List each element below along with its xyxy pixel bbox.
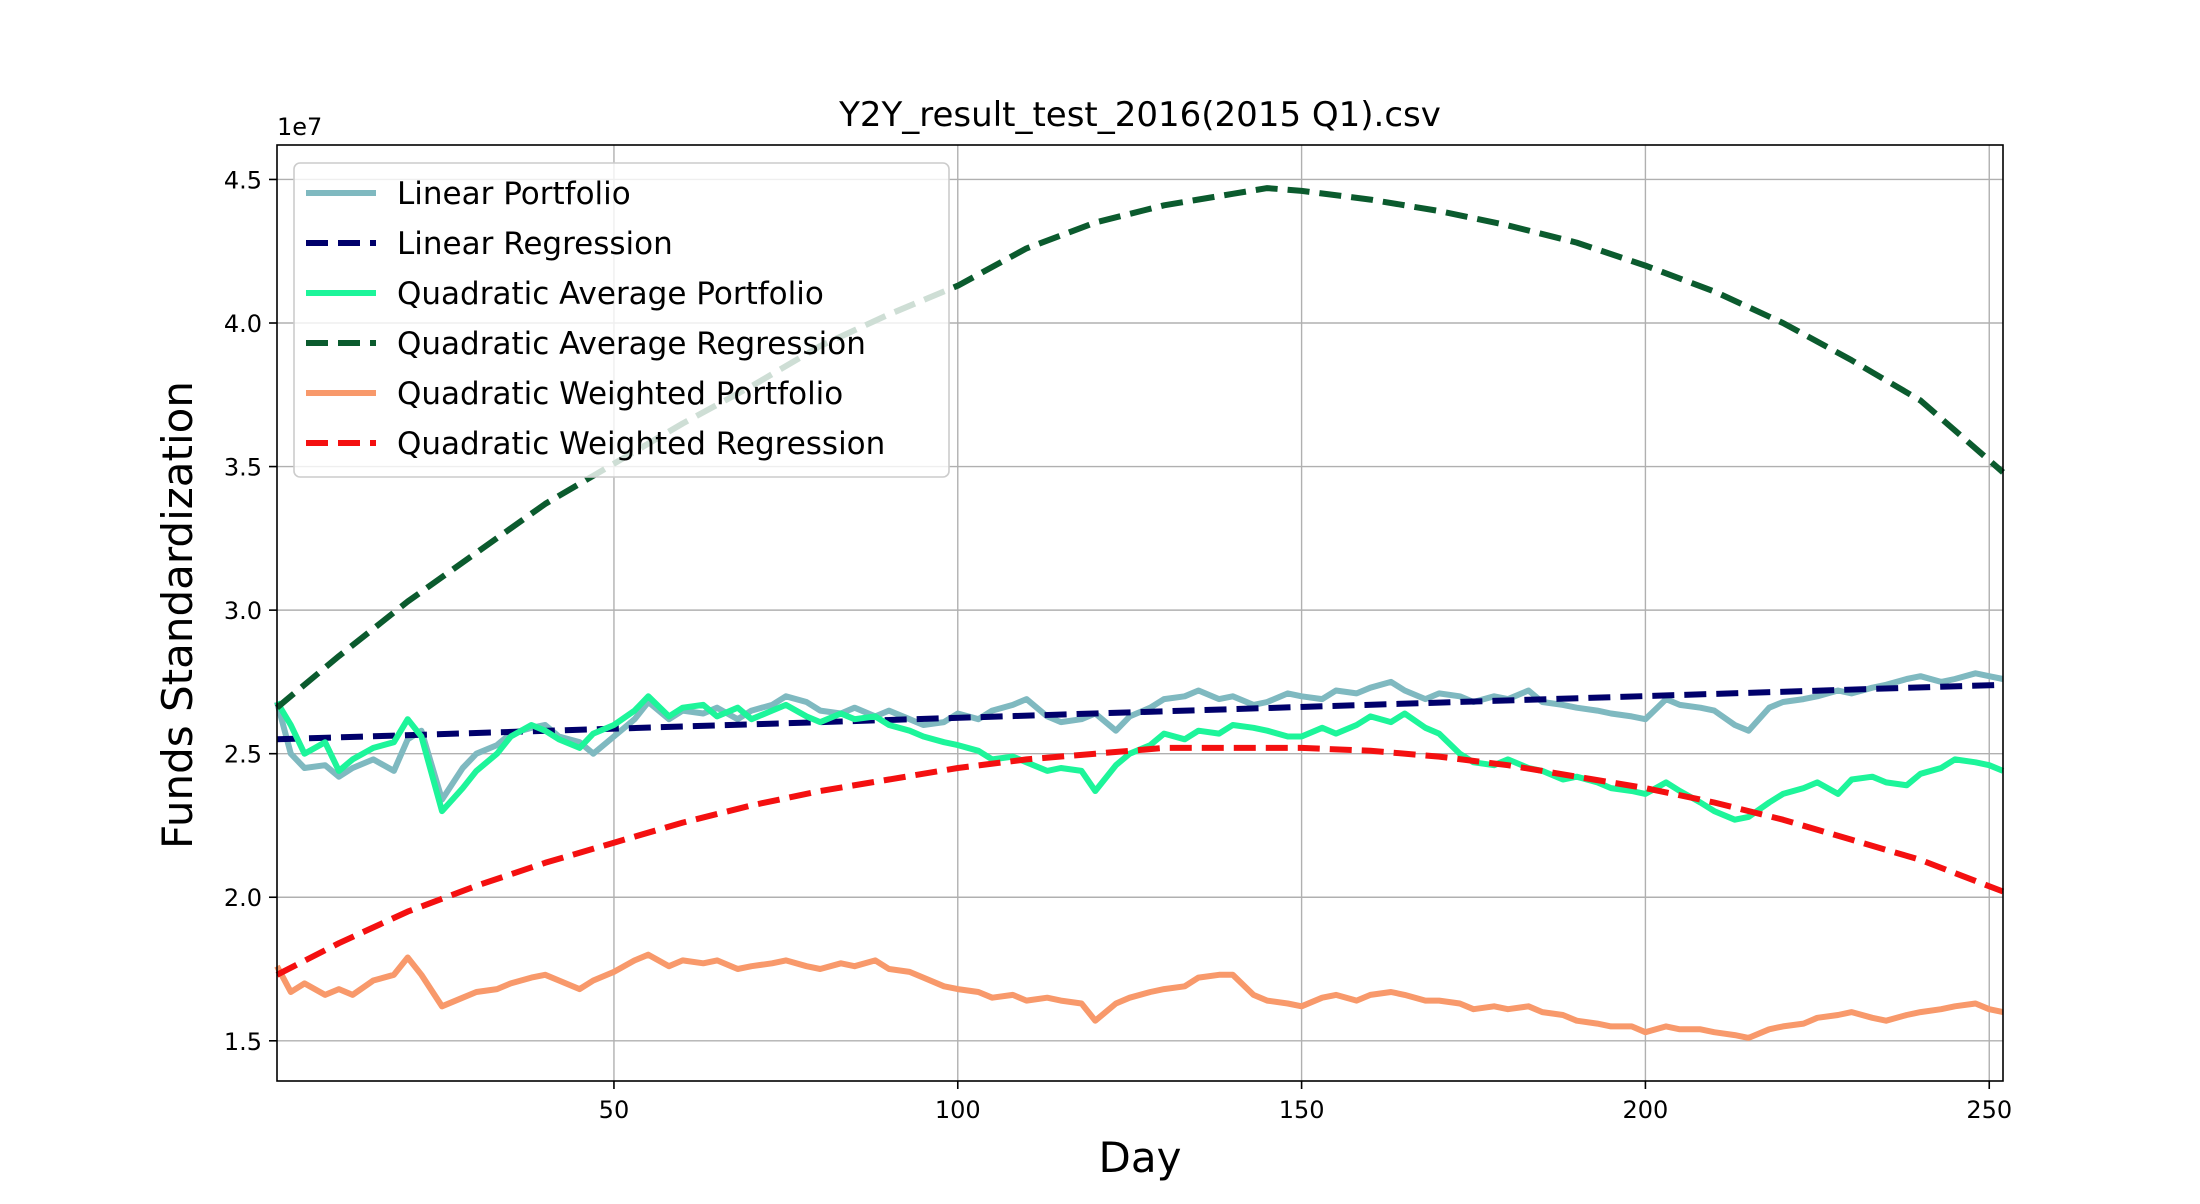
legend: Linear Portfolio Linear Regression Quadrat… bbox=[293, 162, 950, 478]
y-axis-label: Funds Standardization bbox=[153, 381, 202, 849]
y-offset-label: 1e7 bbox=[277, 113, 322, 141]
series-line-quadratic-average-regression bbox=[275, 185, 2005, 711]
series-line-linear-portfolio bbox=[274, 670, 2004, 803]
y-tick-label: 1.5 bbox=[224, 1028, 262, 1056]
legend-label-linear-portfolio: Linear Portfolio bbox=[397, 176, 631, 212]
x-tick-label: 200 bbox=[1623, 1096, 1669, 1124]
series-group bbox=[274, 185, 2005, 1041]
x-axis-label: Day bbox=[1099, 1133, 1182, 1182]
x-tick-label: 100 bbox=[935, 1096, 981, 1124]
y-tick-label: 4.0 bbox=[224, 310, 262, 338]
y-tick-label: 3.5 bbox=[224, 454, 262, 482]
axis-ticks: 50 100 150 200 250 1.5 2.0 2.5 3.0 3.5 4.0 4.5 bbox=[224, 166, 2012, 1124]
y-tick-label: 2.5 bbox=[224, 741, 262, 769]
series-line-quadratic-weighted-regression bbox=[275, 744, 2005, 978]
y-tick-label: 2.0 bbox=[224, 884, 262, 912]
legend-label-quadratic-weighted-portfolio: Quadratic Weighted Portfolio bbox=[397, 376, 843, 412]
legend-label-quadratic-average-portfolio: Quadratic Average Portfolio bbox=[397, 276, 824, 312]
legend-label-quadratic-average-regression: Quadratic Average Regression bbox=[397, 326, 866, 362]
x-tick-label: 250 bbox=[1966, 1096, 2012, 1124]
legend-box bbox=[293, 162, 950, 478]
x-tick-label: 150 bbox=[1279, 1096, 1325, 1124]
legend-label-quadratic-weighted-regression: Quadratic Weighted Regression bbox=[397, 426, 885, 462]
series-line-quadratic-weighted-portfolio bbox=[274, 951, 2004, 1041]
y-tick-label: 4.5 bbox=[224, 166, 262, 194]
legend-label-linear-regression: Linear Regression bbox=[397, 226, 673, 262]
x-tick-label: 50 bbox=[599, 1096, 630, 1124]
chart-title: Y2Y_result_test_2016(2015 Q1).csv bbox=[838, 95, 1441, 135]
y-tick-label: 3.0 bbox=[224, 597, 262, 625]
plot-frame bbox=[276, 144, 2004, 1082]
